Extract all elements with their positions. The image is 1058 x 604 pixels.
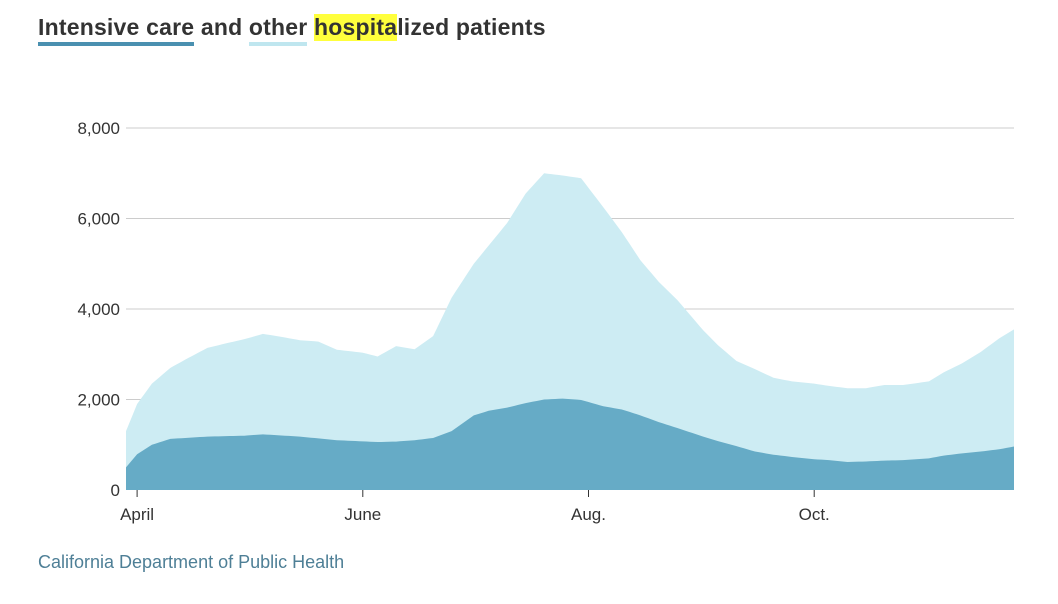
axes: 0 2,000 4,000 6,000 8,000 April June Aug. Oct. bbox=[77, 119, 829, 524]
x-tick-label: Oct. bbox=[799, 505, 830, 524]
title-rest: lized patients bbox=[397, 14, 546, 40]
intensive-care-area bbox=[126, 398, 1014, 490]
chart-title: Intensive care and other hospitalized pa… bbox=[38, 14, 546, 46]
y-tick-label: 0 bbox=[111, 481, 120, 500]
title-other-key: other bbox=[248, 14, 308, 46]
title-and: and bbox=[200, 14, 243, 40]
title-icu-key: Intensive care bbox=[38, 14, 195, 46]
x-tick-label: April bbox=[120, 505, 154, 524]
area-series bbox=[126, 173, 1014, 490]
y-tick-label: 8,000 bbox=[77, 119, 120, 138]
x-tick-label: June bbox=[344, 505, 381, 524]
other-hospitalized-area bbox=[126, 173, 1014, 490]
source-credit: California Department of Public Health bbox=[38, 552, 345, 572]
x-tick-label: Aug. bbox=[571, 505, 606, 524]
title-highlight: hospita bbox=[314, 14, 398, 41]
title-hospitalized: hospitalized patients bbox=[314, 14, 546, 41]
y-tick-label: 2,000 bbox=[77, 391, 120, 410]
y-tick-label: 4,000 bbox=[77, 300, 120, 319]
y-tick-label: 6,000 bbox=[77, 210, 120, 229]
